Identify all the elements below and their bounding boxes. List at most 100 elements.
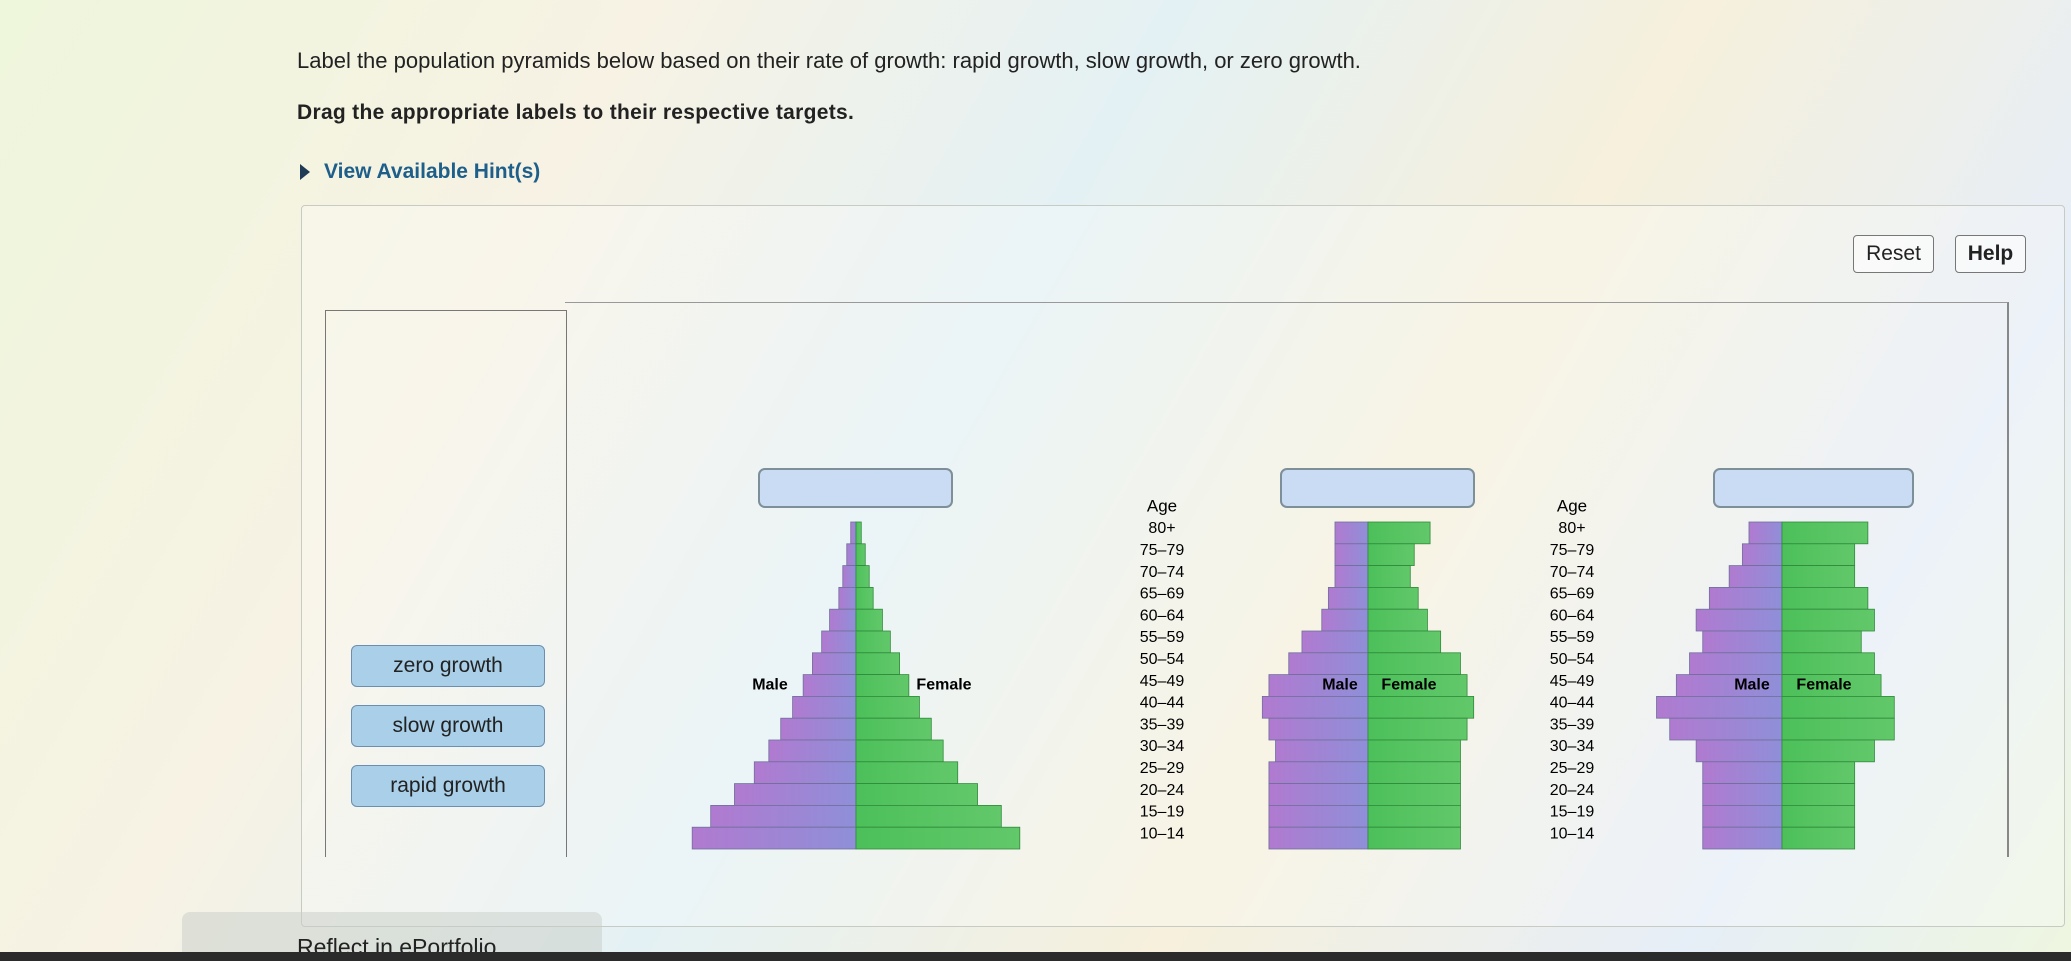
female-bar xyxy=(1367,696,1475,719)
female-bar xyxy=(1781,717,1895,741)
age-group: 80+ xyxy=(1148,520,1175,537)
age-group: 80+ xyxy=(1558,520,1585,537)
age-group: 10–14 xyxy=(1550,825,1595,842)
male-bar xyxy=(1268,783,1369,806)
female-bar xyxy=(1781,630,1862,654)
female-bar xyxy=(1367,783,1461,806)
male-bar xyxy=(1695,739,1783,763)
male-bar xyxy=(1748,521,1783,545)
age-group: 20–24 xyxy=(1140,782,1185,799)
female-bar xyxy=(1367,630,1442,654)
male-bar xyxy=(1656,696,1783,719)
age-group: 30–34 xyxy=(1140,738,1185,755)
female-bar xyxy=(1367,826,1461,850)
male-bar xyxy=(802,674,857,697)
male-bar xyxy=(1702,630,1783,654)
female-bar xyxy=(1367,608,1428,632)
female-bar xyxy=(855,565,870,588)
male-bar xyxy=(1702,783,1783,806)
male-bar xyxy=(821,630,857,654)
male-bar xyxy=(1702,805,1783,828)
female-bar xyxy=(1781,652,1875,675)
age-group: 55–59 xyxy=(1550,629,1595,646)
female-bar xyxy=(1367,587,1419,610)
male-bar xyxy=(829,608,857,632)
hint-toggle[interactable]: View Available Hint(s) xyxy=(300,160,540,184)
age-group: 25–29 xyxy=(1140,760,1185,777)
female-bar xyxy=(855,587,874,610)
age-group: 55–59 xyxy=(1140,629,1185,646)
male-label: Male xyxy=(1734,677,1770,694)
female-bar xyxy=(1781,739,1875,763)
help-button[interactable]: Help xyxy=(1955,235,2026,273)
female-bar xyxy=(1367,761,1461,784)
male-label: Male xyxy=(1322,677,1358,694)
age-group: 15–19 xyxy=(1550,804,1595,821)
female-bar xyxy=(1367,805,1461,828)
female-bar xyxy=(1781,826,1856,850)
female-bar xyxy=(1781,783,1856,806)
female-bar xyxy=(1781,805,1856,828)
female-bar xyxy=(855,696,920,719)
drag-label[interactable]: rapid growth xyxy=(351,765,545,807)
male-bar xyxy=(691,826,857,850)
female-bar xyxy=(1781,543,1856,566)
drag-label[interactable]: slow growth xyxy=(351,705,545,747)
male-bar xyxy=(1728,565,1783,588)
age-group: 35–39 xyxy=(1140,716,1185,733)
female-bar xyxy=(855,674,910,697)
age-group: 65–69 xyxy=(1140,586,1185,603)
female-bar xyxy=(1781,761,1856,784)
female-bar xyxy=(855,608,883,632)
male-bar xyxy=(846,543,857,566)
age-group: 20–24 xyxy=(1550,782,1595,799)
age-title: Age xyxy=(1147,496,1177,515)
age-group: 45–49 xyxy=(1140,673,1185,690)
drag-label[interactable]: zero growth xyxy=(351,645,545,687)
female-bar xyxy=(1781,565,1856,588)
reset-button[interactable]: Reset xyxy=(1853,235,1934,273)
drop-target[interactable] xyxy=(758,468,953,508)
male-bar xyxy=(1301,630,1369,654)
age-group: 70–74 xyxy=(1140,564,1185,581)
female-bar xyxy=(1367,543,1415,566)
female-bar xyxy=(855,521,862,545)
male-bar xyxy=(1327,587,1369,610)
female-bar xyxy=(1367,652,1461,675)
age-group: 60–64 xyxy=(1140,607,1185,624)
male-bar xyxy=(1741,543,1783,566)
female-bar xyxy=(855,805,1002,828)
directions: Drag the appropriate labels to their res… xyxy=(297,101,855,124)
age-group: 60–64 xyxy=(1550,607,1595,624)
female-label: Female xyxy=(1796,677,1851,694)
drop-target[interactable] xyxy=(1713,468,1914,508)
age-group: 40–44 xyxy=(1550,695,1595,712)
age-group: 30–34 xyxy=(1550,738,1595,755)
male-bar xyxy=(1275,739,1369,763)
male-bar xyxy=(812,652,857,675)
drop-target[interactable] xyxy=(1280,468,1475,508)
female-bar xyxy=(855,717,932,741)
male-bar xyxy=(1321,608,1369,632)
male-bar xyxy=(1702,761,1783,784)
male-bar xyxy=(1334,565,1369,588)
female-bar xyxy=(1781,696,1895,719)
male-bar xyxy=(1702,826,1783,850)
female-bar xyxy=(855,630,891,654)
female-bar xyxy=(855,826,1021,850)
female-bar xyxy=(855,761,959,784)
age-group: 15–19 xyxy=(1140,804,1185,821)
female-bar xyxy=(1781,608,1875,632)
male-bar xyxy=(1261,696,1369,719)
male-bar xyxy=(710,805,857,828)
male-bar xyxy=(850,521,857,545)
age-group: 10–14 xyxy=(1140,825,1185,842)
male-bar xyxy=(780,717,857,741)
age-group: 25–29 xyxy=(1550,760,1595,777)
male-bar xyxy=(1689,652,1783,675)
age-group: 70–74 xyxy=(1550,564,1595,581)
male-bar xyxy=(1334,521,1369,545)
male-bar xyxy=(753,761,857,784)
male-bar xyxy=(1334,543,1369,566)
